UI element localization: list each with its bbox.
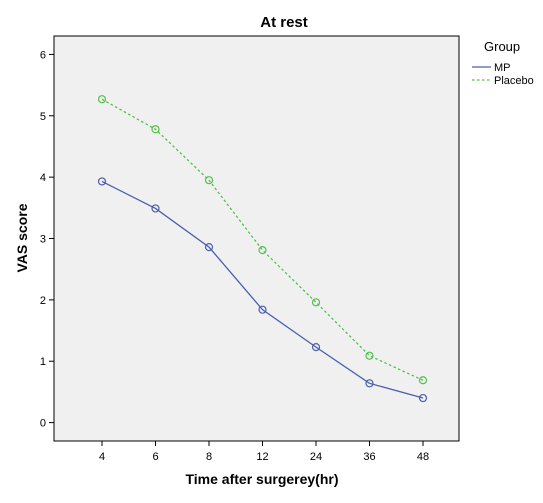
- data-point-placebo: [258, 246, 267, 255]
- x-axis-ticks: 4 6 8 12 24 36 48: [99, 441, 429, 463]
- y-tick-label: 6: [40, 49, 46, 61]
- data-point-placebo: [204, 176, 214, 185]
- data-point-mp: [97, 177, 107, 186]
- data-point-placebo: [97, 95, 107, 104]
- plot-area: [53, 35, 460, 442]
- data-point-mp: [365, 379, 374, 388]
- y-tick-label: 3: [40, 234, 46, 246]
- series-layer: [97, 95, 428, 403]
- y-tick-label: 4: [40, 172, 46, 184]
- x-tick-label: 24: [310, 451, 322, 463]
- data-point-placebo: [365, 351, 374, 360]
- x-tick-label: 4: [99, 451, 105, 463]
- x-tick-label: 12: [256, 451, 268, 463]
- data-point-mp: [204, 242, 214, 252]
- y-axis-label: VAS score: [14, 203, 30, 272]
- y-axis-ticks: 0 1 2 3 4 5 6: [40, 49, 54, 430]
- data-point-mp: [418, 393, 428, 403]
- data-point-mp: [258, 305, 267, 314]
- x-tick-label: 8: [206, 451, 212, 463]
- x-tick-label: 48: [417, 451, 429, 463]
- data-point-placebo: [311, 298, 321, 307]
- x-tick-label: 36: [363, 451, 375, 463]
- x-axis-label: Time after surgerey(hr): [185, 471, 338, 487]
- y-tick-label: 1: [40, 356, 46, 368]
- legend-label-mp: MP: [494, 62, 511, 74]
- legend-title: Group: [484, 39, 520, 54]
- y-tick-label: 5: [40, 111, 46, 123]
- chart-title: At rest: [260, 14, 308, 31]
- y-tick-label: 2: [40, 295, 46, 307]
- data-point-mp: [151, 204, 160, 213]
- legend-label-placebo: Placebo: [494, 75, 534, 87]
- y-tick-label: 0: [40, 418, 46, 430]
- x-tick-label: 6: [152, 451, 158, 463]
- series-line-mp: [101, 180, 424, 399]
- data-point-placebo: [418, 376, 428, 385]
- data-point-mp: [311, 343, 321, 352]
- data-point-placebo: [151, 125, 160, 134]
- series-line-placebo: [101, 98, 424, 381]
